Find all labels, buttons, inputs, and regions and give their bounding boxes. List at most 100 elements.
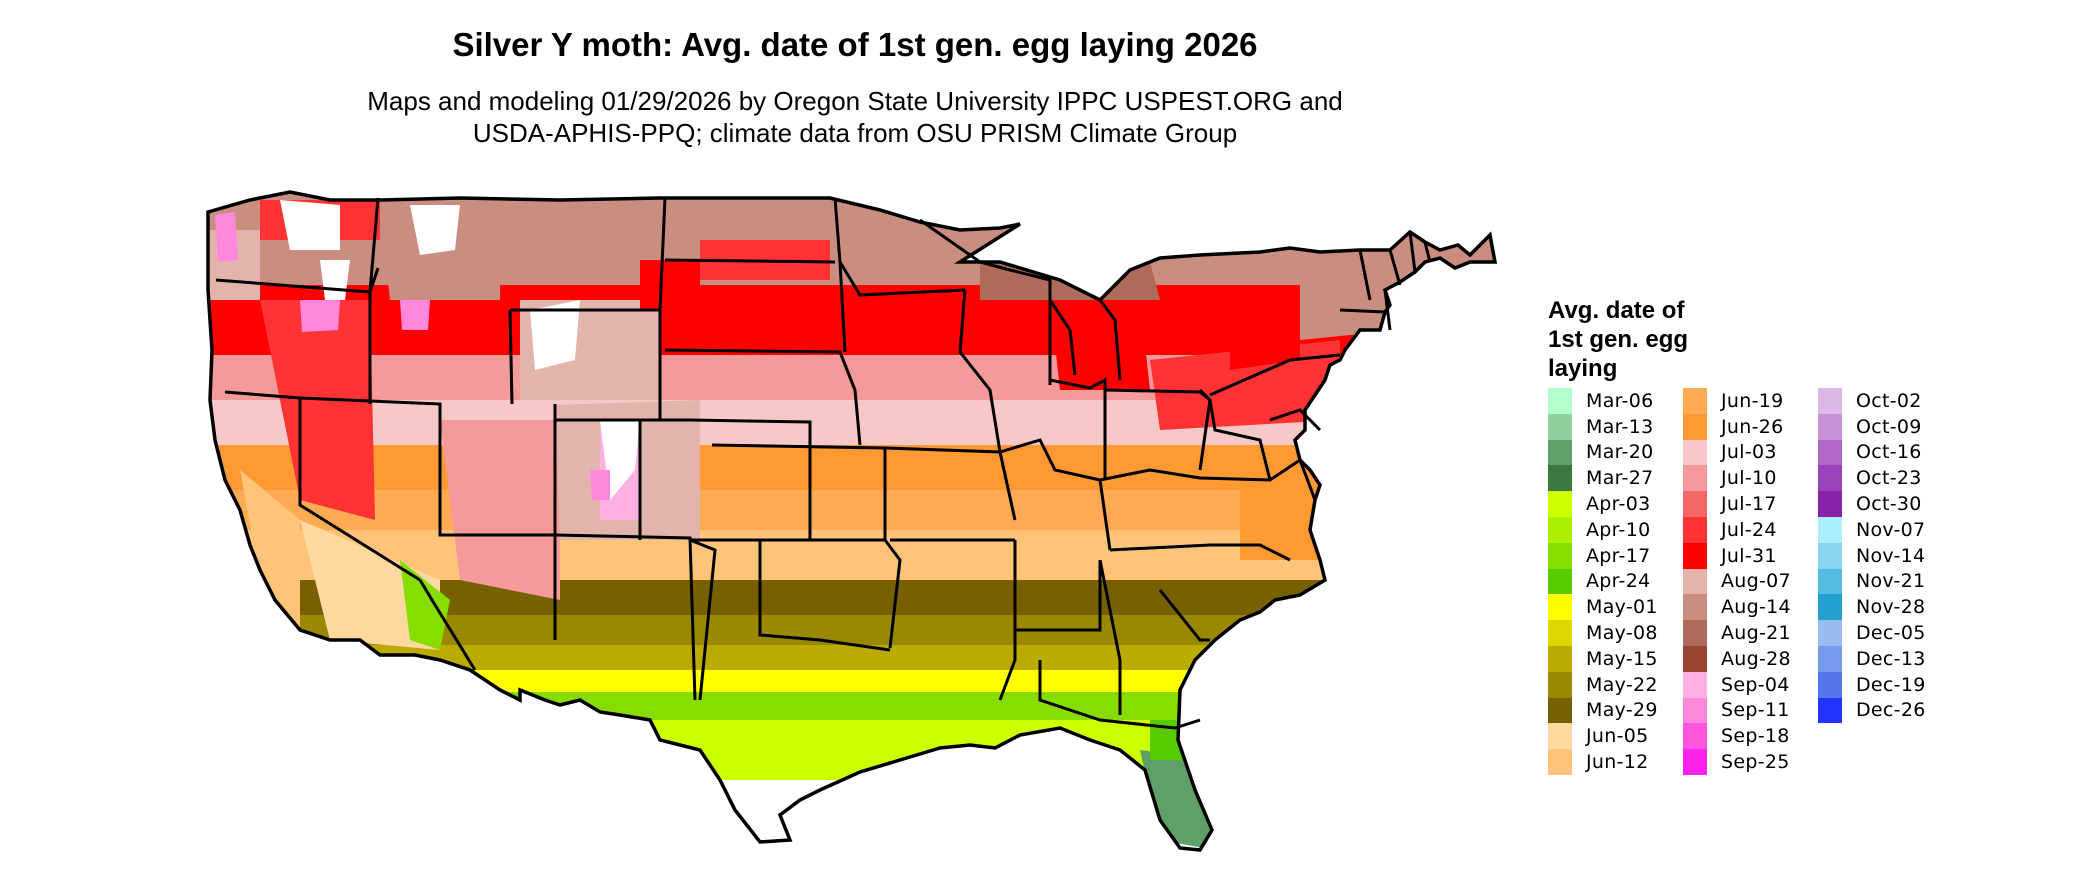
legend-label: Oct-02 (1856, 389, 1922, 412)
legend-label: Jul-03 (1721, 441, 1777, 464)
legend-swatch (1818, 388, 1842, 414)
legend-swatch (1683, 542, 1707, 569)
legend-label: Apr-10 (1586, 518, 1651, 541)
legend-swatch (1548, 568, 1572, 595)
legend-item: Jul-24 (1683, 516, 1791, 543)
map-color-band (208, 645, 1495, 670)
legend-swatch (1548, 594, 1572, 621)
legend-item: Dec-26 (1818, 697, 1926, 724)
map-no-data-region (530, 300, 580, 370)
legend-item: Apr-24 (1548, 568, 1658, 595)
map-color-region (400, 560, 450, 650)
legend-swatch (1548, 388, 1572, 414)
legend-label: Mar-27 (1586, 467, 1654, 490)
legend-label: Nov-21 (1856, 570, 1926, 593)
legend-swatch (1548, 439, 1572, 466)
legend-label: Aug-14 (1721, 596, 1791, 619)
legend-item: Mar-06 (1548, 388, 1658, 414)
legend-swatch (1818, 413, 1842, 440)
legend-item: Apr-10 (1548, 516, 1658, 543)
map-color-region (840, 200, 1010, 262)
legend-swatch (1683, 465, 1707, 492)
legend-label: Apr-17 (1586, 544, 1651, 567)
legend-label: Oct-16 (1856, 441, 1922, 464)
map-no-data-region (280, 200, 340, 250)
legend-swatch (1683, 439, 1707, 466)
legend-item: Aug-21 (1683, 620, 1791, 646)
legend-swatch (1548, 749, 1572, 775)
legend-swatch (1683, 491, 1707, 517)
legend-item: Oct-16 (1818, 439, 1926, 466)
legend-label: May-29 (1586, 699, 1658, 722)
legend-item: Mar-27 (1548, 465, 1658, 492)
legend-swatch (1548, 542, 1572, 569)
legend-label: Apr-03 (1586, 493, 1651, 516)
legend-label: Aug-28 (1721, 647, 1791, 670)
legend-label: May-22 (1586, 673, 1658, 696)
legend-column-2: Jun-19 Jun-26 Jul-03 Jul-10 Jul-17 Jul-2… (1683, 388, 1791, 775)
legend-label: Jun-05 (1586, 725, 1649, 748)
legend-swatch (1818, 439, 1842, 466)
map-color-region (215, 212, 238, 262)
map-color-region (300, 300, 340, 332)
legend-item: Nov-28 (1818, 594, 1926, 621)
legend-item: Dec-19 (1818, 671, 1926, 698)
legend-label: Dec-13 (1856, 647, 1926, 670)
map-color-band (208, 445, 1495, 490)
legend-item: Apr-03 (1548, 491, 1658, 517)
legend-swatch (1683, 594, 1707, 621)
legend-swatch (1818, 491, 1842, 517)
legend-label: Apr-24 (1586, 570, 1651, 593)
legend-label: Aug-21 (1721, 622, 1791, 645)
legend-item: Mar-20 (1548, 439, 1658, 466)
legend-swatch (1548, 491, 1572, 517)
legend-item: Oct-09 (1818, 413, 1926, 440)
legend-label: Jul-31 (1721, 544, 1777, 567)
legend-label: Sep-11 (1721, 699, 1790, 722)
legend-item: Jun-19 (1683, 388, 1791, 414)
legend-label: Jul-10 (1721, 467, 1777, 490)
legend-swatch (1683, 697, 1707, 724)
legend-label: Jul-24 (1721, 518, 1777, 541)
legend-item: Aug-07 (1683, 568, 1791, 595)
legend-swatch (1818, 697, 1842, 724)
legend-label: Jul-17 (1721, 493, 1777, 516)
legend-swatch (1548, 723, 1572, 750)
map-no-data-region (410, 205, 460, 255)
legend-item: Dec-05 (1818, 620, 1926, 646)
map-no-data-region (320, 260, 350, 300)
legend-item: Oct-02 (1818, 388, 1926, 414)
legend-swatch (1818, 671, 1842, 698)
legend-item: Jun-05 (1548, 723, 1658, 750)
legend-item: Nov-14 (1818, 542, 1926, 569)
legend-label: Nov-07 (1856, 518, 1926, 541)
map-color-region (380, 205, 500, 300)
legend-label: May-01 (1586, 596, 1658, 619)
legend-swatch (1683, 671, 1707, 698)
legend-label: Oct-30 (1856, 493, 1922, 516)
legend-item: Jul-03 (1683, 439, 1791, 466)
legend-swatch (1818, 542, 1842, 569)
legend-label: Sep-18 (1721, 725, 1790, 748)
legend-item: Dec-13 (1818, 645, 1926, 672)
legend-item: Jun-12 (1548, 749, 1658, 775)
map-color-region (1240, 480, 1320, 560)
legend-swatch (1818, 645, 1842, 672)
map-color-region (1150, 340, 1340, 430)
legend-swatch (1818, 568, 1842, 595)
legend-item: Sep-25 (1683, 749, 1791, 775)
legend-item: May-15 (1548, 645, 1658, 672)
legend-title-line: 1st gen. egg (1548, 326, 1689, 353)
legend-label: Sep-25 (1721, 751, 1790, 774)
map-color-region (440, 420, 560, 600)
legend-label: Mar-06 (1586, 389, 1654, 412)
legend-item: Aug-14 (1683, 594, 1791, 621)
map-color-region (640, 260, 700, 310)
legend-swatch (1683, 620, 1707, 646)
legend-title-line: Avg. date of (1548, 297, 1685, 324)
legend-label: Aug-07 (1721, 570, 1791, 593)
legend-label: Dec-05 (1856, 622, 1926, 645)
legend-label: Jun-12 (1586, 751, 1649, 774)
legend-item: Mar-13 (1548, 413, 1658, 440)
